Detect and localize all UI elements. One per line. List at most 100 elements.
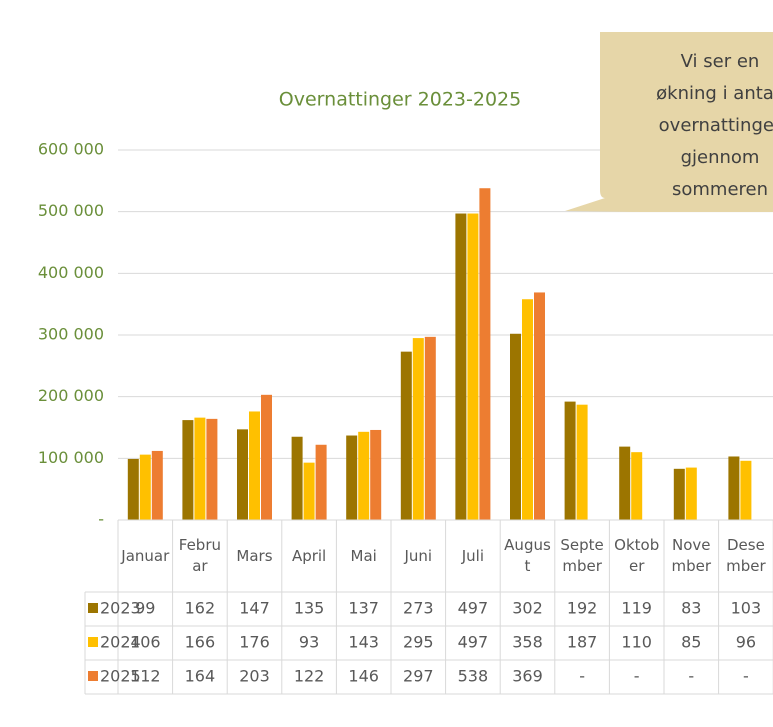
y-tick-label: -: [98, 510, 104, 529]
y-tick-label: 100 000: [38, 448, 104, 467]
bar: [576, 404, 588, 520]
annotation: Vi ser en: [681, 51, 760, 72]
table-cell: 93: [299, 633, 319, 652]
bar: [315, 444, 327, 520]
bar: [534, 292, 545, 520]
bar: [261, 394, 272, 520]
x-tick-label: November: [671, 536, 712, 575]
bar: [139, 454, 151, 520]
x-tick-label-box: Februar: [178, 536, 221, 575]
x-tick-label: Juni: [404, 546, 433, 565]
bar: [522, 299, 533, 520]
legend-label: 2025: [100, 667, 141, 686]
y-tick-label: 500 000: [38, 201, 104, 220]
table-cell: 119: [621, 599, 652, 618]
bar: [424, 336, 436, 520]
x-tick-label: Mai: [350, 546, 377, 565]
bar: [673, 468, 685, 520]
legend-swatch: [88, 603, 98, 613]
table-cell: 166: [185, 633, 216, 652]
bar: [685, 467, 697, 520]
table-cell: 99: [135, 599, 155, 618]
y-tick-label: 200 000: [38, 386, 104, 405]
table-cell: 497: [458, 633, 489, 652]
bar: [400, 351, 412, 520]
legend-swatch: [88, 671, 98, 681]
table-cell: 106: [130, 633, 161, 652]
legend-label: 2024: [100, 633, 141, 652]
x-tick-label-box: Desember: [726, 536, 766, 575]
bar: [291, 436, 303, 520]
table-cell: 302: [512, 599, 543, 618]
y-tick-label: 600 000: [38, 140, 104, 159]
bar: [728, 456, 740, 520]
x-tick-label-box: Januar: [121, 546, 170, 565]
table-cell: 187: [567, 633, 598, 652]
bar: [412, 338, 424, 520]
table-cell: 135: [294, 599, 325, 618]
bar: [564, 401, 576, 520]
bar: [206, 418, 218, 520]
bar: [127, 458, 139, 520]
bar: [467, 213, 479, 520]
bar: [479, 188, 491, 520]
table-cell: 176: [239, 633, 270, 652]
bar: [237, 429, 248, 520]
table-cell: 192: [567, 599, 598, 618]
table-cell: 369: [512, 667, 543, 686]
bar: [455, 213, 467, 520]
table-cell: 358: [512, 633, 543, 652]
annotation: overnattinger: [659, 115, 773, 136]
table-cell: 147: [239, 599, 270, 618]
table-cell: 146: [348, 667, 379, 686]
x-tick-label: Desember: [726, 536, 766, 575]
x-tick-label: Juli: [461, 546, 485, 565]
x-tick-label-box: Juni: [404, 546, 433, 565]
table-cell: -: [579, 667, 585, 686]
y-tick-label: 300 000: [38, 325, 104, 344]
table-cell: 122: [294, 667, 325, 686]
table-cell: -: [634, 667, 640, 686]
x-tick-label-box: Juli: [461, 546, 485, 565]
x-tick-label: Februar: [178, 536, 221, 575]
bar: [182, 420, 194, 520]
x-tick-label-box: Mars: [236, 546, 273, 565]
bar: [510, 333, 521, 520]
bar: [151, 450, 163, 520]
table-cell: 103: [731, 599, 762, 618]
x-tick-label: April: [291, 546, 327, 565]
table-cell: 164: [185, 667, 216, 686]
table-cell: 143: [348, 633, 379, 652]
table-cell: 83: [681, 599, 701, 618]
annotation: økning i antall: [656, 83, 773, 104]
bar: [194, 417, 206, 520]
chart-title: Overnattinger 2023-2025: [279, 89, 521, 111]
x-tick-label-box: Oktober: [614, 536, 659, 575]
x-tick-label: Mars: [236, 546, 273, 565]
legend-swatch: [88, 637, 98, 647]
table-cell: -: [743, 667, 749, 686]
bar: [370, 429, 382, 520]
table-cell: 497: [458, 599, 489, 618]
annotation: gjennom: [681, 147, 760, 168]
x-tick-label: September: [560, 536, 604, 575]
table-cell: 538: [458, 667, 489, 686]
x-tick-label-box: April: [291, 546, 327, 565]
table-cell: 273: [403, 599, 434, 618]
bar: [249, 411, 260, 520]
table-cell: 110: [621, 633, 652, 652]
bar: [631, 452, 643, 520]
x-tick-label: Januar: [121, 546, 170, 565]
bar: [358, 431, 370, 520]
table-cell: 112: [130, 667, 161, 686]
table-cell: 137: [348, 599, 379, 618]
callout-bubble: [565, 32, 773, 212]
table-cell: 96: [736, 633, 756, 652]
table-cell: 295: [403, 633, 434, 652]
bar: [303, 462, 315, 520]
table-cell: 85: [681, 633, 701, 652]
bar: [740, 460, 752, 520]
bar: [619, 446, 631, 520]
y-tick-label: 400 000: [38, 263, 104, 282]
